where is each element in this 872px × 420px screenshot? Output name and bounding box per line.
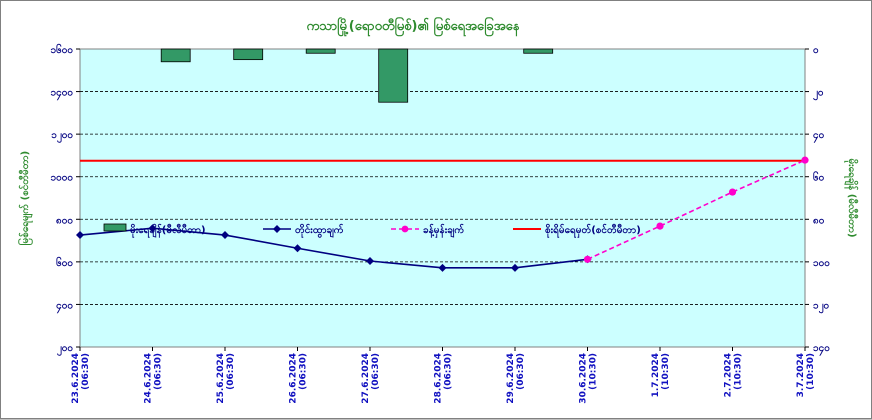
measured-point [366, 257, 374, 266]
rainfall-bar [523, 48, 554, 54]
water-level-lines [76, 156, 809, 272]
y-right-tick-label: ၁၄၀ [813, 343, 830, 357]
x-tick-sublabel: (06:30) [154, 353, 164, 390]
y-right-tick-label: ၀ [813, 45, 819, 56]
y-right-tick-label: ၄၀ [813, 130, 824, 144]
chart-title: ကသာမြို့(ရောဝတီမြစ်)၏ မြစ်ရေအခြေအနေ [307, 16, 521, 37]
forecast-point [583, 255, 592, 263]
x-tick-sublabel: (10:30) [661, 353, 671, 390]
forecast-point [801, 156, 809, 164]
legend-label: တိုင်းထွာချက် [295, 223, 344, 239]
x-tick-label: 28.6.2024 [434, 353, 444, 404]
y-right-tick-label: ၈၀ [813, 215, 824, 226]
x-tick-label: 3.7.2024 [796, 353, 806, 397]
legend-label: စိုးရိမ်ရေမှတ်(စင်တီမီတာ) [545, 223, 641, 239]
x-tick-label: 2.7.2024 [724, 353, 734, 397]
x-tick-sublabel: (06:30) [516, 353, 526, 390]
rainfall-bar [305, 48, 336, 54]
measured-point [293, 244, 302, 253]
measured-point [511, 263, 519, 272]
rainfall-bars [160, 48, 554, 103]
x-tick-label: 26.6.2024 [289, 353, 299, 404]
x-tick-sublabel: (06:30) [81, 353, 91, 390]
y-axis-right-label: မိုးရေချိန် (မီလီမီတာ) [843, 158, 859, 237]
y-left-tick-label: ၁၄၀၀ [51, 88, 74, 102]
x-tick-sublabel: (10:30) [589, 353, 599, 390]
x-tick-label: 27.6.2024 [361, 353, 371, 404]
x-tick-sublabel: (06:30) [299, 353, 309, 390]
y-right-tick-label: ၂၀ [813, 88, 824, 102]
left-axis-ticks: ၂၀၀ ၄၀၀ ၆၀၀ ၈၀၀ ၁၀၀၀ ၁၂၀၀ ၁၄၀၀ ၁၆၀၀ [51, 43, 80, 357]
x-tick-sublabel: (06:30) [444, 353, 454, 390]
rainfall-bar [233, 48, 264, 61]
measured-point [76, 231, 84, 240]
y-right-tick-label: ၁၀၀ [813, 258, 830, 269]
x-tick-sublabel: (06:30) [226, 353, 236, 390]
y-right-tick-label: ၁၂၀ [813, 300, 829, 314]
legend-swatch-rainfall [103, 223, 127, 232]
plot-area [79, 48, 806, 348]
forecast-point [728, 188, 737, 196]
x-tick-label: 24.6.2024 [144, 353, 154, 404]
x-axis-ticks: 23.6.2024 (06:30) 24.6.2024 (06:30) 25.6.202… [71, 347, 816, 404]
measured-point [438, 263, 447, 272]
x-tick-label: 1.7.2024 [651, 353, 661, 397]
measured-point [148, 224, 157, 233]
y-left-tick-label: ၈၀၀ [56, 215, 73, 226]
y-axis-left-label: မြစ်ရေမျက် (စင်တီမီတာ) [17, 151, 34, 245]
gridlines [80, 91, 805, 305]
measured-point [221, 231, 229, 240]
x-tick-sublabel: (10:30) [734, 353, 744, 390]
x-tick-label: 25.6.2024 [216, 353, 226, 404]
forecast-point [656, 222, 664, 230]
legend: မိုးရေချိန်(မီလီမီတာ) တိုင်းထွာချက် ခန့်မှ… [103, 223, 641, 239]
legend-label: ခန့်မှန်းချက် [423, 223, 464, 239]
y-left-tick-label: ၁၂၀၀ [51, 130, 73, 144]
legend-label: မိုးရေချိန်(မီလီမီတာ) [130, 223, 206, 239]
legend-marker-forecast [401, 225, 409, 233]
y-right-tick-label: ၆၀ [813, 171, 824, 184]
x-tick-label: 30.6.2024 [579, 353, 589, 404]
y-left-tick-label: ၁၆၀၀ [51, 43, 74, 56]
rainfall-bar [378, 48, 409, 103]
y-left-tick-label: ၆၀၀ [56, 256, 73, 269]
x-tick-sublabel: (10:30) [806, 353, 816, 390]
x-tick-label: 29.6.2024 [506, 353, 516, 404]
measured-line [79, 227, 588, 269]
x-tick-sublabel: (06:30) [371, 353, 381, 390]
legend-marker-measured [273, 225, 281, 233]
y-left-tick-label: ၄၀၀ [56, 300, 73, 314]
x-tick-label: 23.6.2024 [71, 353, 81, 404]
y-left-tick-label: ၁၀၀၀ [51, 173, 74, 184]
y-left-tick-label: ၂၀၀ [57, 343, 73, 357]
rainfall-bar [160, 48, 191, 63]
